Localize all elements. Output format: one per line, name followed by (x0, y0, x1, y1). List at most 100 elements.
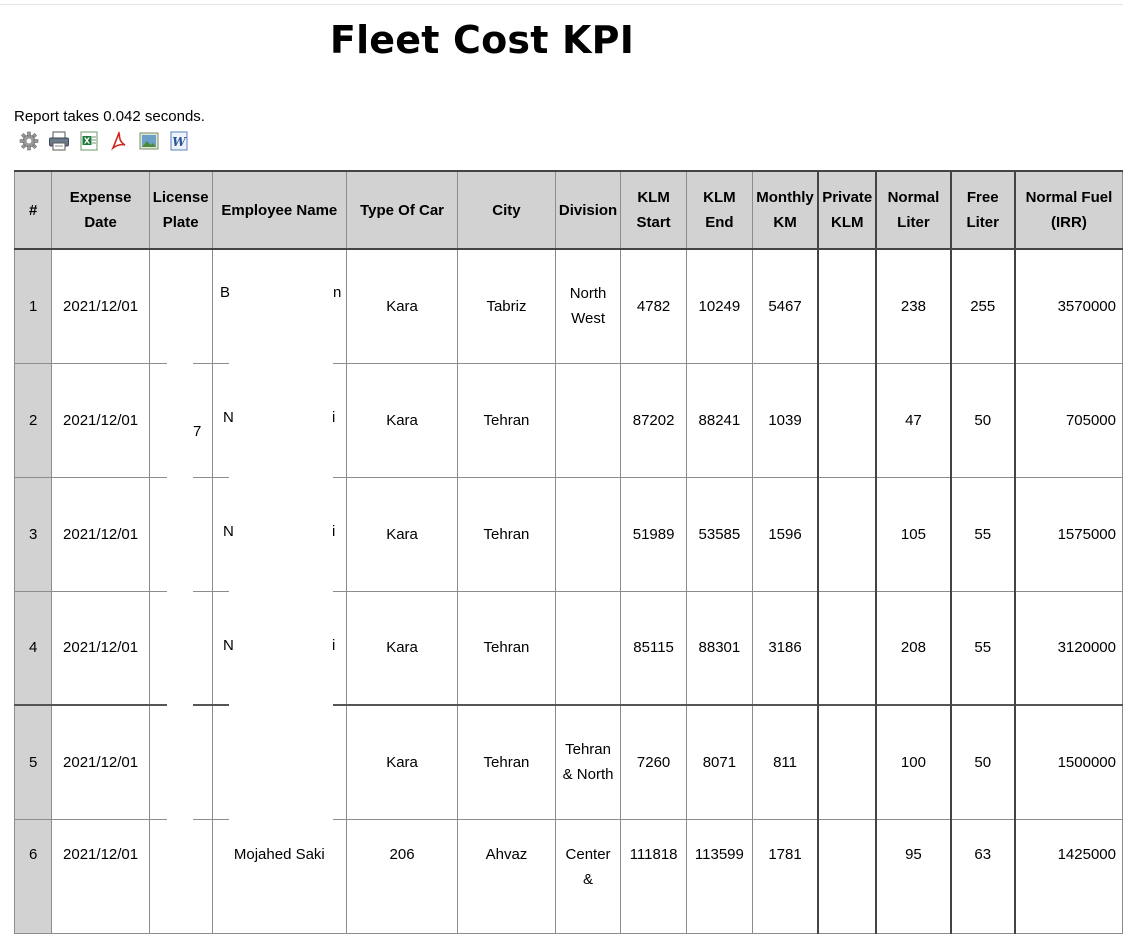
cell-license-plate (148, 248, 213, 364)
pdf-icon[interactable] (108, 130, 130, 152)
cell-private-klm (817, 818, 878, 934)
cell-city: Tehran (457, 590, 556, 706)
table-header-row: # Expense Date License Plate Employee Na… (13, 170, 1123, 250)
cell-license-plate (148, 818, 213, 934)
col-header-city[interactable]: City (457, 170, 556, 250)
cell-klm-end: 113599 (685, 818, 753, 934)
cell-klm-end: 10249 (685, 248, 753, 364)
report-timing: Report takes 0.042 seconds. (14, 108, 205, 125)
col-header-license-plate[interactable]: License Plate (148, 170, 213, 250)
col-header-monthly-km[interactable]: Monthly KM (751, 170, 820, 250)
cell-klm-end: 88301 (685, 590, 753, 706)
col-header-employee-name[interactable]: Employee Name (211, 170, 348, 250)
cell-normal-fuel: 1500000 (1014, 704, 1123, 820)
cell-klm-start: 4782 (620, 248, 687, 364)
cell-normal-liter: 105 (875, 476, 952, 592)
word-icon[interactable]: W (168, 130, 190, 152)
cell-type-of-car: Kara (346, 476, 459, 592)
col-header-klm-start[interactable]: KLM Start (620, 170, 687, 250)
cell-normal-liter: 238 (875, 248, 952, 364)
cell-free-liter: 63 (950, 818, 1016, 934)
col-header-normal-fuel[interactable]: Normal Fuel (IRR) (1014, 170, 1123, 250)
printer-icon[interactable] (48, 130, 70, 152)
cell-expense-date: 2021/12/01 (51, 704, 150, 820)
cell-index: 6 (13, 818, 53, 934)
cell-type-of-car: Kara (346, 590, 459, 706)
cell-normal-fuel: 3570000 (1014, 248, 1123, 364)
cell-expense-date: 2021/12/01 (51, 818, 150, 934)
employee-fragment: N (223, 409, 234, 426)
top-divider (0, 4, 1123, 5)
cell-normal-fuel: 1575000 (1014, 476, 1123, 592)
cell-monthly-km: 1596 (751, 476, 820, 592)
cell-private-klm (817, 362, 878, 478)
cell-klm-start: 85115 (620, 590, 687, 706)
cell-free-liter: 255 (950, 248, 1016, 364)
employee-fragment: N (223, 637, 234, 654)
cell-normal-liter: 47 (875, 362, 952, 478)
cell-expense-date: 2021/12/01 (51, 476, 150, 592)
cell-city: Tehran (457, 362, 556, 478)
employee-fragment: i (332, 409, 336, 426)
table-row: 5 2021/12/01 Kara Tehran Tehran & North 7260 8… (13, 704, 1123, 820)
col-header-type-of-car[interactable]: Type Of Car (346, 170, 459, 250)
cell-index: 5 (13, 704, 53, 820)
cell-private-klm (817, 704, 878, 820)
cell-klm-start: 51989 (620, 476, 687, 592)
cell-index: 4 (13, 590, 53, 706)
cell-normal-liter: 100 (875, 704, 952, 820)
cell-expense-date: 2021/12/01 (51, 248, 150, 364)
cell-index: 2 (13, 362, 53, 478)
cell-city: Ahvaz (457, 818, 556, 934)
cell-normal-fuel: 1425000 (1014, 818, 1123, 934)
cell-type-of-car: Kara (346, 704, 459, 820)
cell-free-liter: 50 (950, 704, 1016, 820)
cell-klm-end: 8071 (685, 704, 753, 820)
table-row: 3 2021/12/01 Kara Tehran 51989 53585 1596 105 55… (13, 476, 1123, 592)
col-header-klm-end[interactable]: KLM End (685, 170, 753, 250)
cell-monthly-km: 1781 (751, 818, 820, 934)
col-header-division[interactable]: Division (554, 170, 622, 250)
cell-klm-start: 111818 (620, 818, 687, 934)
cell-klm-start: 87202 (620, 362, 687, 478)
cell-free-liter: 50 (950, 362, 1016, 478)
col-header-expense-date[interactable]: Expense Date (51, 170, 150, 250)
cell-free-liter: 55 (950, 590, 1016, 706)
cell-private-klm (817, 476, 878, 592)
report-title: Fleet Cost KPI (329, 18, 635, 62)
col-header-normal-liter[interactable]: Normal Liter (875, 170, 952, 250)
cell-private-klm (817, 590, 878, 706)
col-header-free-liter[interactable]: Free Liter (950, 170, 1016, 250)
svg-text:W: W (172, 135, 187, 149)
cell-division: Center & (554, 818, 622, 934)
cell-normal-liter: 208 (875, 590, 952, 706)
cell-klm-end: 88241 (685, 362, 753, 478)
employee-fragment: n (333, 284, 342, 301)
cell-expense-date: 2021/12/01 (51, 362, 150, 478)
cell-city: Tehran (457, 476, 556, 592)
cell-normal-fuel: 705000 (1014, 362, 1123, 478)
cell-monthly-km: 811 (751, 704, 820, 820)
gear-icon[interactable] (18, 130, 40, 152)
cell-employee-name (211, 248, 348, 364)
cell-free-liter: 55 (950, 476, 1016, 592)
cell-division: North West (554, 248, 622, 364)
svg-text:X: X (84, 137, 91, 146)
cell-city: Tehran (457, 704, 556, 820)
cell-division: Tehran & North (554, 704, 622, 820)
plate-fragment: 7 (193, 423, 202, 440)
export-toolbar: X W (18, 130, 190, 152)
image-icon[interactable] (138, 130, 160, 152)
col-header-index[interactable]: # (13, 170, 53, 250)
cell-normal-fuel: 3120000 (1014, 590, 1123, 706)
table-row: 6 2021/12/01 Mojahed Saki 206 Ahvaz Center & 1… (13, 818, 1123, 934)
cell-division (554, 590, 622, 706)
cell-klm-end: 53585 (685, 476, 753, 592)
employee-fragment: i (332, 523, 336, 540)
cell-city: Tabriz (457, 248, 556, 364)
redaction-employee-column (229, 362, 333, 832)
cell-private-klm (817, 248, 878, 364)
col-header-private-klm[interactable]: Private KLM (817, 170, 878, 250)
employee-fragment: B (220, 284, 231, 301)
excel-icon[interactable]: X (78, 130, 100, 152)
